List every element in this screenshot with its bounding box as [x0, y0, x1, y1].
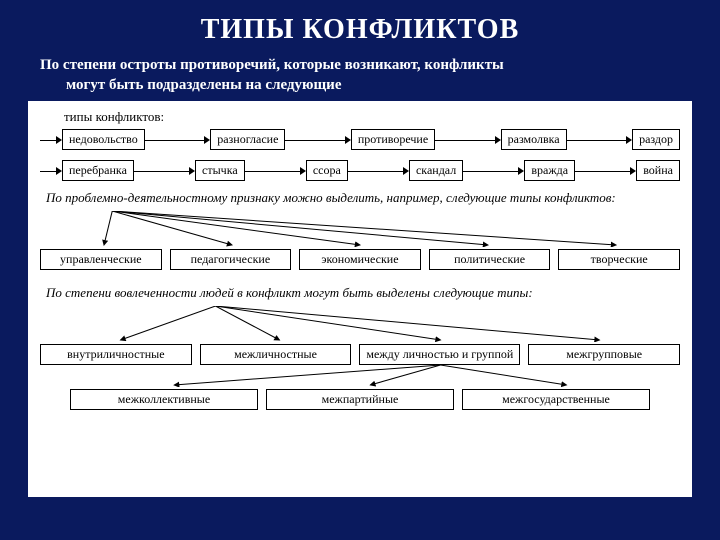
caption-3-rest: могут быть выделены следующие типы:: [301, 285, 533, 300]
subtitle-line1: По степени остроты противоречий, которые…: [40, 57, 504, 73]
caption-3-italic: По степени вовлеченности людей в конфлик…: [46, 285, 301, 300]
fan-node: межгрупповые: [528, 344, 680, 365]
fan-node: педагогические: [170, 249, 292, 270]
fan-node: политические: [429, 249, 551, 270]
fan-node: экономические: [299, 249, 421, 270]
fan-area-2: [40, 306, 680, 342]
chain-node: разногласие: [210, 129, 285, 150]
arrow-icon: [575, 166, 636, 176]
fan-node: межпартийные: [266, 389, 454, 410]
fan-row-2a: внутриличностные межличностные между лично…: [40, 344, 680, 365]
caption-2-rest: можно выделить, например, следующие типы…: [280, 190, 616, 205]
fan-row-1: управленческие педагогические экономически…: [40, 249, 680, 270]
caption-2: По проблемно-деятельностному признаку мо…: [46, 189, 680, 207]
fan-row-2b: межколлективные межпартийные межгосударств…: [40, 389, 680, 410]
arrow-icon: [40, 166, 62, 176]
page-subtitle: По степени остроты противоречий, которые…: [0, 52, 720, 101]
fan-node: творческие: [558, 249, 680, 270]
fan-svg-2: [40, 306, 680, 342]
chain-node: раздор: [632, 129, 680, 150]
arrow-icon: [348, 166, 409, 176]
fan-node: межличностные: [200, 344, 352, 365]
arrow-icon: [40, 135, 62, 145]
chain-row-2: перебранка стычка ссора скандал вражда война: [40, 160, 680, 181]
chain-node: недовольство: [62, 129, 145, 150]
arrow-icon: [134, 166, 195, 176]
chain-node: размолвка: [501, 129, 567, 150]
chain-node: скандал: [409, 160, 463, 181]
chain-node: перебранка: [62, 160, 134, 181]
arrow-icon: [435, 135, 500, 145]
arrow-icon: [567, 135, 632, 145]
fan-node: межколлективные: [70, 389, 258, 410]
fan-node: внутриличностные: [40, 344, 192, 365]
chain-node: война: [636, 160, 680, 181]
chain-node: вражда: [524, 160, 575, 181]
chain-node: противоречие: [351, 129, 435, 150]
fan-area-3: [40, 365, 680, 387]
fan-svg-1: [40, 211, 680, 247]
arrow-icon: [145, 135, 210, 145]
caption-2-italic: По проблемно-деятельностному признаку: [46, 190, 280, 205]
chain-row-1: недовольство разногласие противоречие размо…: [40, 129, 680, 150]
arrow-icon: [285, 135, 350, 145]
fan-area-1: [40, 211, 680, 247]
fan-svg-3: [40, 365, 680, 387]
page-title: ТИПЫ КОНФЛИКТОВ: [0, 0, 720, 52]
diagram-panel: типы конфликтов: недовольство разногласие…: [28, 101, 692, 497]
caption-1: типы конфликтов:: [64, 109, 680, 125]
chain-node: стычка: [195, 160, 245, 181]
fan-node: межгосударственные: [462, 389, 650, 410]
fan-node: между личностью и группой: [359, 344, 520, 365]
subtitle-line2: могут быть подразделены на следующие: [40, 76, 690, 96]
caption-3: По степени вовлеченности людей в конфлик…: [46, 284, 680, 302]
chain-node: ссора: [306, 160, 348, 181]
arrow-icon: [245, 166, 306, 176]
arrow-icon: [463, 166, 524, 176]
fan-node: управленческие: [40, 249, 162, 270]
